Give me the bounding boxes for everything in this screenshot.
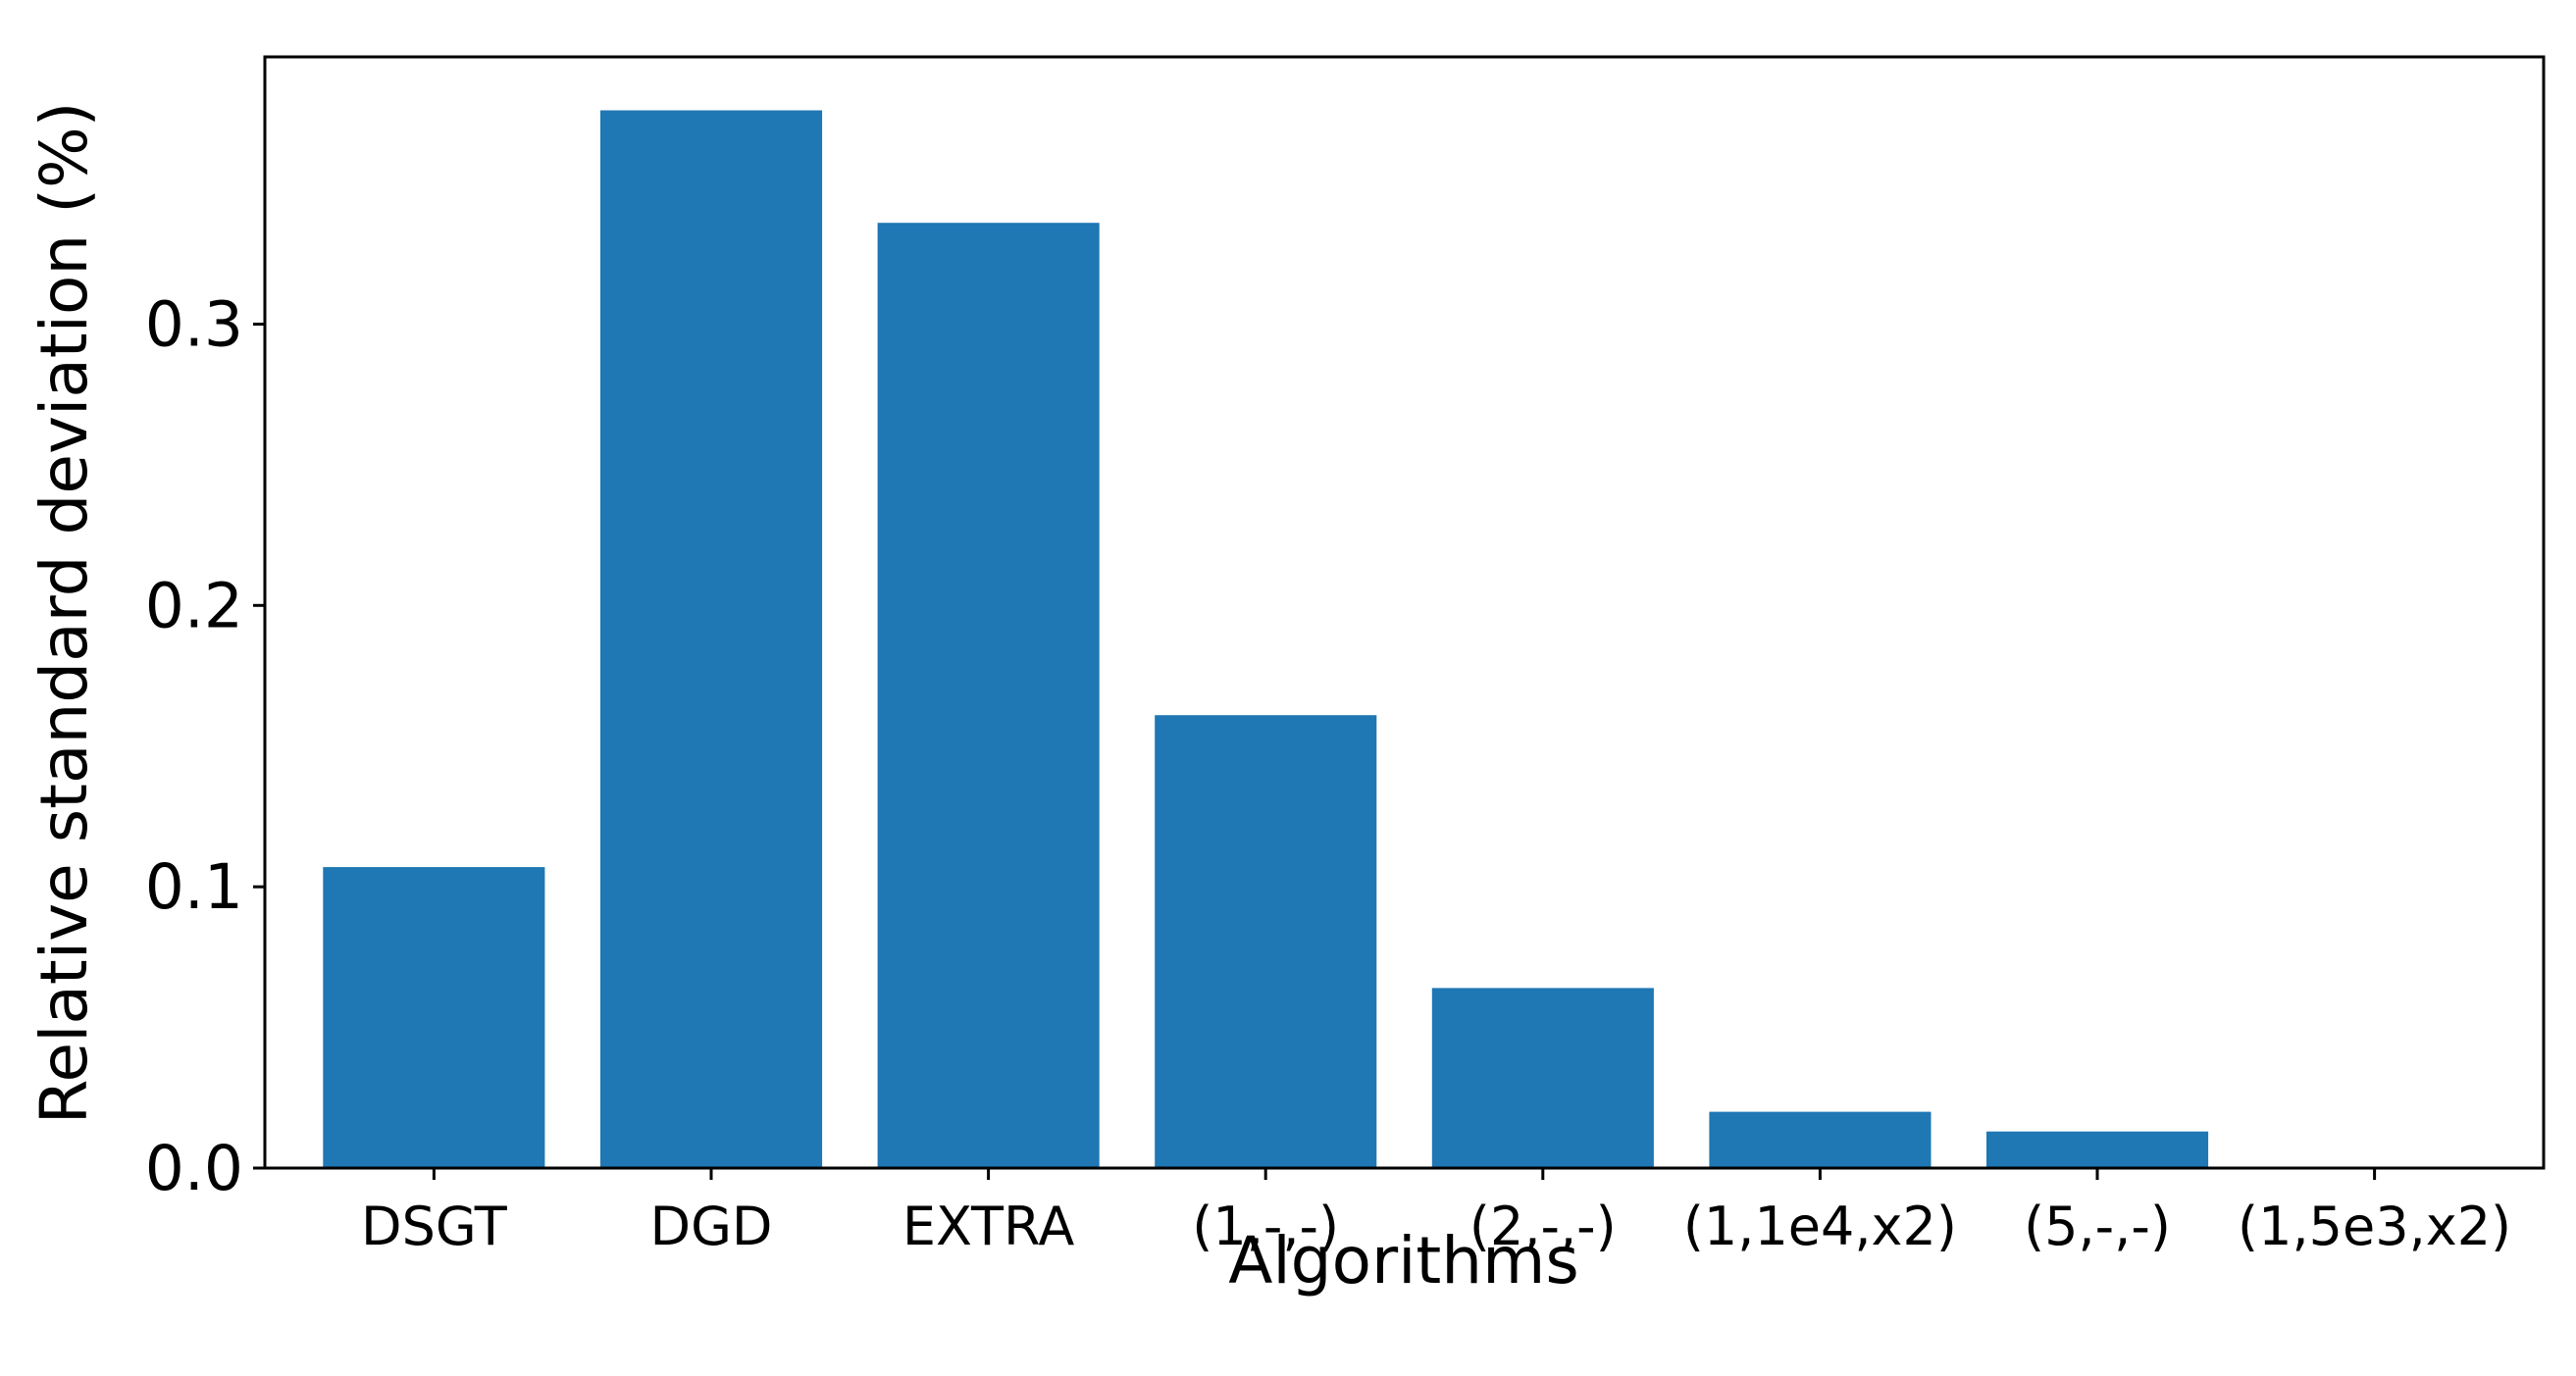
- bar-4: [1431, 988, 1654, 1168]
- y-tick-label: 0.3: [145, 289, 243, 361]
- x-tick-label: (2,-,-): [1469, 1196, 1617, 1257]
- bar-0: [323, 867, 545, 1168]
- bar-5: [1709, 1111, 1932, 1168]
- bars-group: [323, 110, 2209, 1168]
- x-tick-label: EXTRA: [902, 1196, 1074, 1257]
- x-tick-label: (1,5e3,x2): [2238, 1196, 2511, 1257]
- plot-frame: [263, 55, 2546, 1170]
- x-tick-label: (1,-,-): [1192, 1196, 1339, 1257]
- y-tick-label: 0.0: [145, 1133, 243, 1204]
- x-tick-label: DSGT: [361, 1196, 508, 1257]
- y-axis-ticks: 0.0 0.1 0.2 0.3: [145, 289, 265, 1204]
- bar-6: [1986, 1131, 2209, 1168]
- x-axis-label: Algorithms: [1228, 1223, 1579, 1299]
- x-tick-label: (5,-,-): [2024, 1196, 2171, 1257]
- bar-3: [1155, 715, 1377, 1168]
- x-tick-label: DGD: [649, 1196, 772, 1257]
- x-axis-ticks: DSGT DGD EXTRA (1,-,-) (2,-,-) (1,1e4,x2) (5,-…: [361, 1168, 2511, 1257]
- x-tick-label: (1,1e4,x2): [1683, 1196, 1957, 1257]
- y-tick-label: 0.2: [145, 570, 243, 641]
- bar-2: [877, 223, 1100, 1168]
- y-axis-label: Relative standard deviation (%): [26, 102, 102, 1125]
- y-tick-label: 0.1: [145, 851, 243, 923]
- bar-1: [600, 110, 823, 1168]
